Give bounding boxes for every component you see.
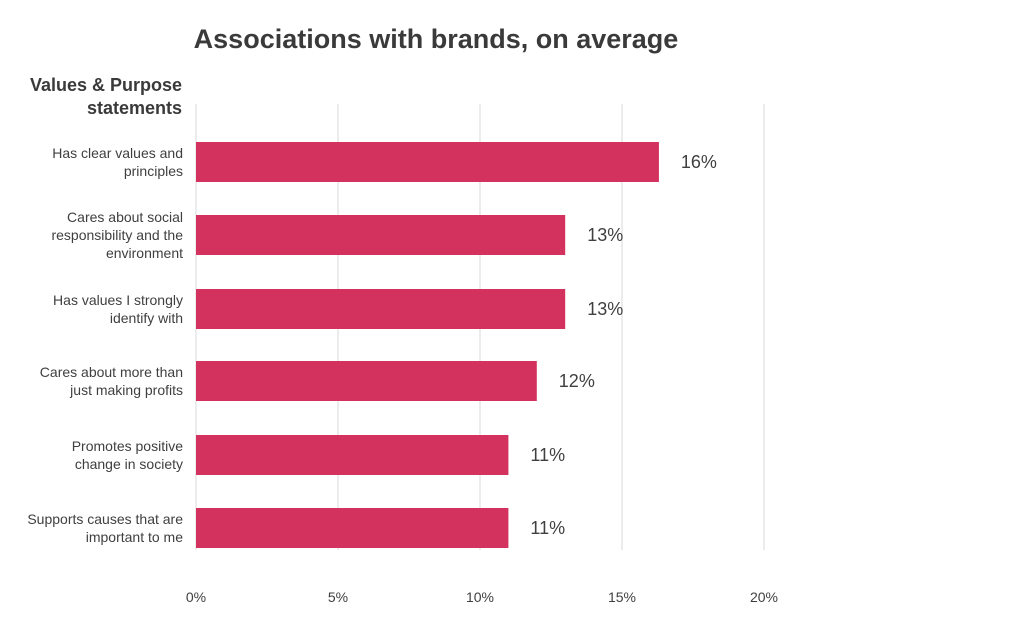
data-label-1: 13% xyxy=(587,225,623,245)
category-label-line: Promotes positive xyxy=(72,438,183,454)
bar-1 xyxy=(196,215,566,255)
category-label-0: Has clear values and principles xyxy=(52,145,183,179)
x-tick-label-1: 5% xyxy=(328,589,348,605)
category-label-line: responsibility and the xyxy=(51,227,183,243)
category-label-line: important to me xyxy=(86,529,183,545)
category-label-line: environment xyxy=(106,245,183,261)
category-label-1: Cares about social responsibility and the… xyxy=(51,209,183,261)
bar-5 xyxy=(196,508,509,548)
category-label-line: Cares about social xyxy=(67,209,183,225)
bar-0 xyxy=(196,142,659,182)
bar-3 xyxy=(196,361,537,401)
data-label-2: 13% xyxy=(587,299,623,319)
category-label-line: principles xyxy=(124,163,183,179)
x-tick-label-3: 15% xyxy=(608,589,636,605)
category-label-5: Supports causes that are important to me xyxy=(27,511,183,545)
category-label-line: just making profits xyxy=(69,382,183,398)
x-tick-label-4: 20% xyxy=(750,589,778,605)
data-label-4: 11% xyxy=(530,445,565,465)
category-label-line: change in society xyxy=(75,456,183,472)
category-label-line: Cares about more than xyxy=(40,364,183,380)
data-label-0: 16% xyxy=(681,152,717,172)
x-tick-label-2: 10% xyxy=(466,589,494,605)
category-axis-title: Values & Purpose statements xyxy=(29,75,182,118)
data-label-5: 11% xyxy=(530,518,565,538)
bar-4 xyxy=(196,435,509,475)
data-label-3: 12% xyxy=(559,371,595,391)
category-label-line: Has clear values and xyxy=(52,145,183,161)
category-label-line: identify with xyxy=(110,310,183,326)
category-label-line: Has values I strongly xyxy=(53,292,183,308)
category-label-3: Cares about more than just making profits xyxy=(40,364,183,398)
chart-title: Associations with brands, on average xyxy=(193,24,679,54)
bar-2 xyxy=(196,289,566,329)
category-label-2: Has values I strongly identify with xyxy=(53,292,183,326)
category-label-line: Supports causes that are xyxy=(27,511,183,527)
x-tick-label-0: 0% xyxy=(186,589,206,605)
category-label-4: Promotes positive change in society xyxy=(72,438,183,472)
